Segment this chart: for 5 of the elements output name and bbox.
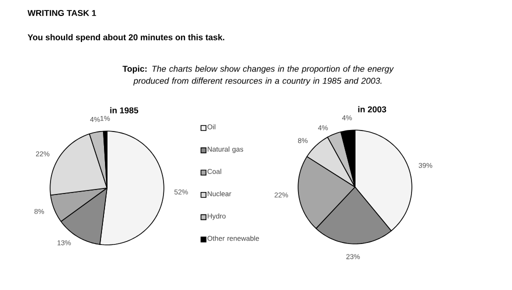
text: You should spend about 20 minutes on this task.	[28, 34, 224, 42]
chart-title: in 2003	[358, 106, 386, 112]
text: WRITING TASK 1	[28, 10, 96, 16]
chart-title: in 1985	[110, 107, 138, 114]
text: Topic: The charts below show changes in the proportion of the energy produced from different resources in a country in 1985 and 2003.	[122, 66, 394, 86]
